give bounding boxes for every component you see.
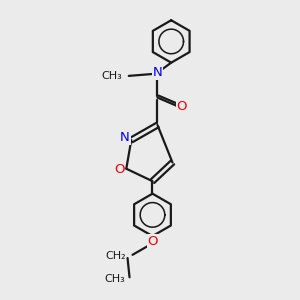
Text: O: O <box>177 100 187 113</box>
Text: N: N <box>120 131 130 144</box>
Text: N: N <box>153 66 162 79</box>
Text: O: O <box>114 164 124 176</box>
Text: CH₃: CH₃ <box>105 274 125 284</box>
Text: CH₃: CH₃ <box>101 71 122 81</box>
Text: CH₂: CH₂ <box>105 251 125 261</box>
Text: O: O <box>148 235 158 248</box>
